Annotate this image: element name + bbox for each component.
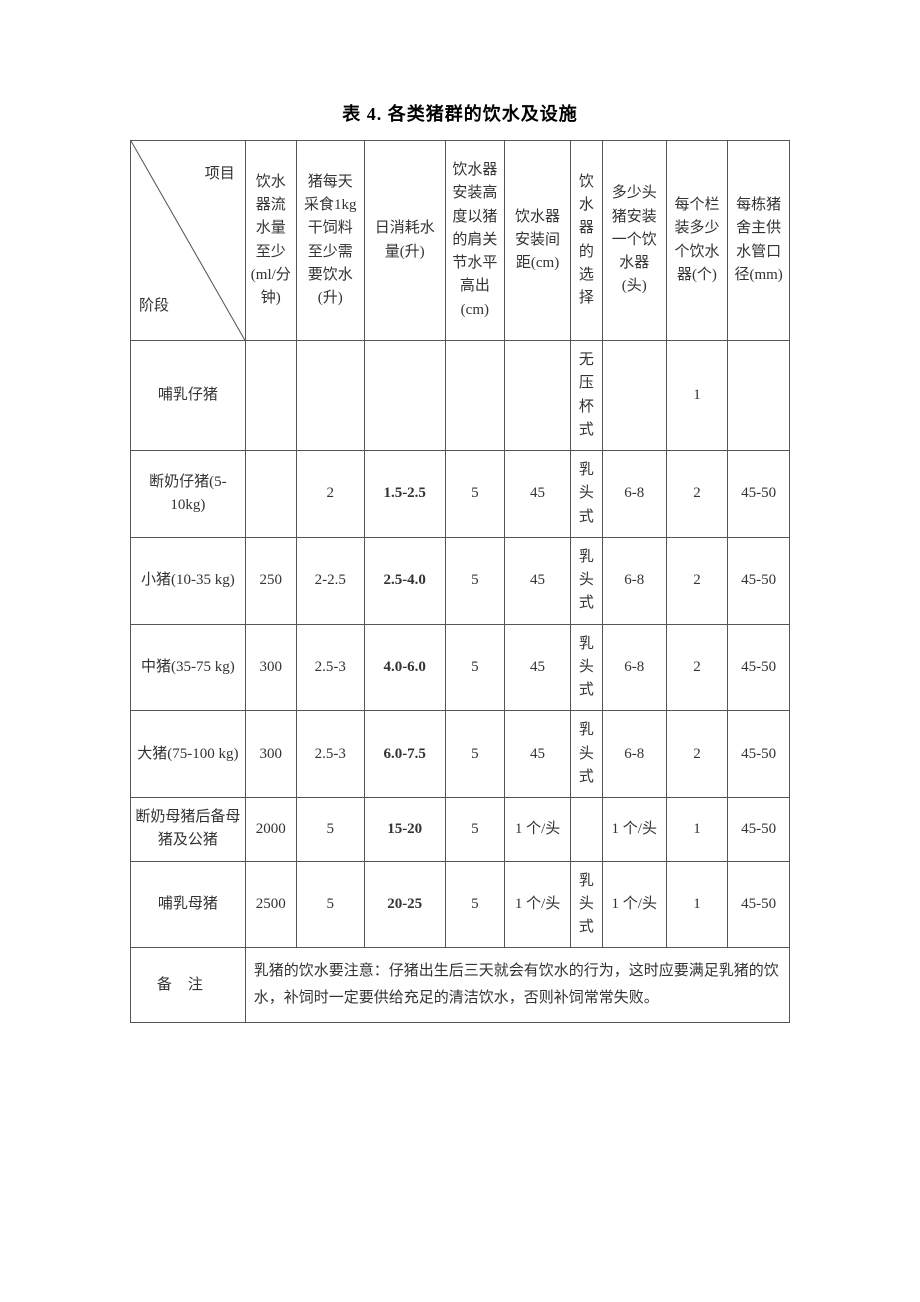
cell bbox=[245, 451, 296, 538]
cell: 乳头式 bbox=[570, 861, 602, 948]
stage-cell: 小猪(10-35 kg) bbox=[131, 537, 246, 624]
cell: 2000 bbox=[245, 798, 296, 862]
cell: 1 个/头 bbox=[505, 861, 571, 948]
header-col-9: 每栋猪舍主供水管口径(mm) bbox=[728, 141, 790, 341]
cell: 2 bbox=[666, 451, 728, 538]
table-row: 断奶母猪后备母猪及公猪 2000 5 15-20 5 1 个/头 1 个/头 1… bbox=[131, 798, 790, 862]
cell: 5 bbox=[445, 861, 505, 948]
cell: 5 bbox=[445, 624, 505, 711]
cell: 5 bbox=[296, 798, 364, 862]
cell: 1 bbox=[666, 341, 728, 451]
table-row: 哺乳仔猪 无压杯式 1 bbox=[131, 341, 790, 451]
cell bbox=[728, 341, 790, 451]
cell bbox=[570, 798, 602, 862]
cell: 乳头式 bbox=[570, 537, 602, 624]
header-col-4: 饮水器安装高度以猪的肩关节水平高出 (cm) bbox=[445, 141, 505, 341]
cell: 5 bbox=[445, 711, 505, 798]
cell: 45-50 bbox=[728, 624, 790, 711]
header-col-5: 饮水器安装间距(cm) bbox=[505, 141, 571, 341]
table-row: 小猪(10-35 kg) 250 2-2.5 2.5-4.0 5 45 乳头式 … bbox=[131, 537, 790, 624]
cell: 2 bbox=[666, 711, 728, 798]
cell: 300 bbox=[245, 624, 296, 711]
cell: 45 bbox=[505, 537, 571, 624]
cell: 1 bbox=[666, 798, 728, 862]
cell bbox=[602, 341, 666, 451]
cell: 2 bbox=[666, 537, 728, 624]
cell bbox=[296, 341, 364, 451]
header-col-6: 饮水器的选择 bbox=[570, 141, 602, 341]
cell: 5 bbox=[445, 451, 505, 538]
table-title: 表 4. 各类猪群的饮水及设施 bbox=[130, 100, 790, 126]
cell: 1 个/头 bbox=[602, 861, 666, 948]
cell: 2.5-4.0 bbox=[364, 537, 445, 624]
cell: 4.0-6.0 bbox=[364, 624, 445, 711]
header-row: 项目 阶段 饮水器流水量至少 (ml/分钟) 猪每天采食1kg 干饲料至少需要饮… bbox=[131, 141, 790, 341]
cell: 6-8 bbox=[602, 624, 666, 711]
header-col-3: 日消耗水量(升) bbox=[364, 141, 445, 341]
cell: 45-50 bbox=[728, 861, 790, 948]
header-col-7: 多少头猪安装一个饮水器(头) bbox=[602, 141, 666, 341]
cell: 乳头式 bbox=[570, 451, 602, 538]
table-row: 断奶仔猪(5-10kg) 2 1.5-2.5 5 45 乳头式 6-8 2 45… bbox=[131, 451, 790, 538]
cell: 6.0-7.5 bbox=[364, 711, 445, 798]
stage-cell: 中猪(35-75 kg) bbox=[131, 624, 246, 711]
cell: 2500 bbox=[245, 861, 296, 948]
cell: 2.5-3 bbox=[296, 711, 364, 798]
header-col-1: 饮水器流水量至少 (ml/分钟) bbox=[245, 141, 296, 341]
table-row: 哺乳母猪 2500 5 20-25 5 1 个/头 乳头式 1 个/头 1 45… bbox=[131, 861, 790, 948]
cell bbox=[245, 341, 296, 451]
cell: 45 bbox=[505, 624, 571, 711]
header-col-2: 猪每天采食1kg 干饲料至少需要饮水(升) bbox=[296, 141, 364, 341]
cell: 2-2.5 bbox=[296, 537, 364, 624]
stage-cell: 哺乳母猪 bbox=[131, 861, 246, 948]
note-label-cell: 备注 bbox=[131, 948, 246, 1023]
cell bbox=[364, 341, 445, 451]
cell: 45 bbox=[505, 451, 571, 538]
cell: 1.5-2.5 bbox=[364, 451, 445, 538]
header-col-8: 每个栏装多少个饮水器(个) bbox=[666, 141, 728, 341]
cell: 2.5-3 bbox=[296, 624, 364, 711]
cell: 乳头式 bbox=[570, 711, 602, 798]
cell: 1 个/头 bbox=[505, 798, 571, 862]
cell: 20-25 bbox=[364, 861, 445, 948]
cell: 5 bbox=[445, 537, 505, 624]
cell: 2 bbox=[296, 451, 364, 538]
note-label: 备注 bbox=[157, 977, 219, 993]
cell: 无压杯式 bbox=[570, 341, 602, 451]
cell: 乳头式 bbox=[570, 624, 602, 711]
cell bbox=[445, 341, 505, 451]
cell: 45-50 bbox=[728, 451, 790, 538]
cell: 1 个/头 bbox=[602, 798, 666, 862]
cell: 5 bbox=[296, 861, 364, 948]
header-diag-top: 项目 bbox=[205, 163, 235, 186]
cell: 6-8 bbox=[602, 537, 666, 624]
cell: 45-50 bbox=[728, 537, 790, 624]
cell: 6-8 bbox=[602, 711, 666, 798]
stage-cell: 大猪(75-100 kg) bbox=[131, 711, 246, 798]
cell: 45-50 bbox=[728, 711, 790, 798]
page-container: 表 4. 各类猪群的饮水及设施 项目 阶段 饮 bbox=[0, 0, 920, 1263]
table-row: 中猪(35-75 kg) 300 2.5-3 4.0-6.0 5 45 乳头式 … bbox=[131, 624, 790, 711]
cell: 2 bbox=[666, 624, 728, 711]
cell bbox=[505, 341, 571, 451]
cell: 45 bbox=[505, 711, 571, 798]
header-diagonal: 项目 阶段 bbox=[131, 141, 246, 341]
cell: 5 bbox=[445, 798, 505, 862]
cell: 300 bbox=[245, 711, 296, 798]
table-row: 大猪(75-100 kg) 300 2.5-3 6.0-7.5 5 45 乳头式… bbox=[131, 711, 790, 798]
note-text-cell: 乳猪的饮水要注意：仔猪出生后三天就会有饮水的行为，这时应要满足乳猪的饮水，补饲时… bbox=[245, 948, 789, 1023]
header-diag-bottom: 阶段 bbox=[139, 295, 169, 318]
stage-cell: 哺乳仔猪 bbox=[131, 341, 246, 451]
note-row: 备注 乳猪的饮水要注意：仔猪出生后三天就会有饮水的行为，这时应要满足乳猪的饮水，… bbox=[131, 948, 790, 1023]
cell: 15-20 bbox=[364, 798, 445, 862]
cell: 45-50 bbox=[728, 798, 790, 862]
stage-cell: 断奶母猪后备母猪及公猪 bbox=[131, 798, 246, 862]
pig-water-table: 项目 阶段 饮水器流水量至少 (ml/分钟) 猪每天采食1kg 干饲料至少需要饮… bbox=[130, 140, 790, 1023]
stage-cell: 断奶仔猪(5-10kg) bbox=[131, 451, 246, 538]
cell: 250 bbox=[245, 537, 296, 624]
cell: 6-8 bbox=[602, 451, 666, 538]
cell: 1 bbox=[666, 861, 728, 948]
